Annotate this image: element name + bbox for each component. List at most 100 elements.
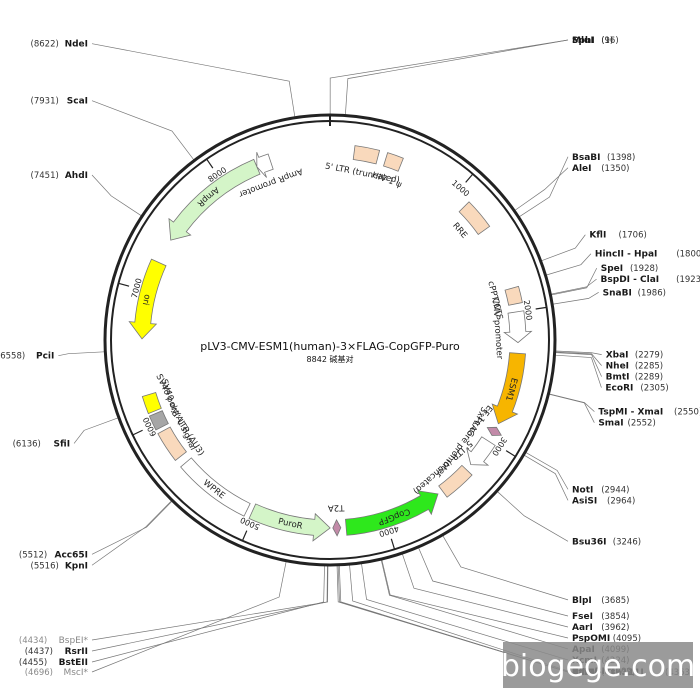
site-name-ndei: NdeI <box>65 40 88 50</box>
feature-ori-16 <box>128 258 167 340</box>
site-name-aari: AarI <box>572 623 593 633</box>
site-pos-fsei: (3854) <box>601 612 629 622</box>
feature-rre-2 <box>458 201 491 236</box>
site-leader-blpi <box>442 535 569 601</box>
site-leader-sphi <box>345 39 569 115</box>
feature-cmv-promoter-4 <box>503 310 533 344</box>
site-leader-ahdi <box>91 174 142 216</box>
site-pos-noti: (2944) <box>601 485 629 495</box>
site-name-ahdi: AhdI <box>65 171 88 181</box>
site-name-alei: AleI <box>572 164 592 174</box>
site-leader-bmgbi <box>349 565 569 672</box>
tick-mark-7000 <box>118 282 130 287</box>
site-leader-pspomi <box>381 559 569 639</box>
site-leader-kpni <box>91 500 172 566</box>
site-name-bmti: BmtI <box>606 373 630 383</box>
site-pos-rsrii: (4437) <box>25 647 53 657</box>
site-leader-pcii <box>58 351 105 357</box>
site-leader-scai <box>91 100 194 160</box>
site-name-blpi: BlpI <box>572 596 592 606</box>
feature-t2a-10 <box>332 518 342 537</box>
feature-3xflag-6 <box>486 426 502 436</box>
site-pos-kpni: (5516) <box>31 561 59 571</box>
site-name-sfii: SfiI <box>54 439 71 449</box>
feature-sv40-poly-a-signal-14 <box>148 410 169 431</box>
site-leader-bsteii <box>91 565 325 663</box>
site-name-bsteii: BstEII <box>59 658 88 668</box>
feature-sv40-ori-15 <box>141 391 162 415</box>
site-pos-acc65i: (5512) <box>19 550 47 560</box>
feature-5-ltr-truncated-0 <box>352 145 381 165</box>
site-leader-nhei <box>555 351 602 366</box>
feature-label-ori-16: ori <box>140 293 152 306</box>
tick-mark-1000 <box>465 173 474 183</box>
site-pos-bsabi: (1398) <box>607 153 635 163</box>
site-name-hincii-hpai: HincII - HpaI <box>595 250 657 260</box>
site-pos-spei: (1928) <box>630 264 658 274</box>
site-name-msci: MscI* <box>63 668 88 678</box>
site-pos-pspomi: (4095) <box>613 634 641 644</box>
site-leader-acc65i <box>91 501 173 555</box>
site-leader-kfli <box>541 234 586 262</box>
feature-ampr-17 <box>168 158 261 241</box>
site-leader-snabi <box>553 292 599 305</box>
site-leader-noti <box>525 452 569 490</box>
site-pos-bspdi-clai: (1923) <box>676 275 700 285</box>
feature-puror-11 <box>248 503 331 542</box>
feature-3-ltr-u3-13 <box>157 426 187 462</box>
site-leader-bspdi-clai <box>551 278 597 295</box>
site-pos-alei: (1350) <box>601 164 629 174</box>
site-name-sphi: SphI <box>572 36 595 46</box>
site-pos-pcii: (6558) <box>0 352 25 362</box>
site-name-rsrii: RsrII <box>65 647 88 657</box>
site-pos-nhei: (2285) <box>635 362 663 372</box>
site-name-ecori: EcoRI <box>605 384 633 394</box>
site-pos-xbai: (2279) <box>635 351 663 361</box>
site-leader-msci <box>91 561 287 673</box>
site-pos-blpi: (3685) <box>601 596 629 606</box>
site-pos-bsteii: (4455) <box>19 658 47 668</box>
site-leader-spei <box>551 267 598 296</box>
site-leader-bsabi <box>519 156 569 217</box>
site-leader-bsu36i <box>497 491 569 542</box>
site-name-noti: NotI <box>572 485 593 495</box>
tick-mark-3000 <box>505 450 516 458</box>
site-pos-bmti: (2289) <box>635 373 663 383</box>
site-leader-rsrii <box>91 565 328 652</box>
site-leader-smai <box>549 393 595 423</box>
site-name-acc65i: Acc65I <box>54 550 88 560</box>
site-leader-fsei <box>418 547 569 617</box>
site-pos-tspmi-xmai: (2550) <box>674 408 700 418</box>
site-leader-bmti <box>555 352 602 377</box>
site-pos-kfli: (1706) <box>619 231 647 241</box>
site-pos-ndei: (8622) <box>31 40 59 50</box>
site-name-scai: ScaI <box>67 97 88 107</box>
site-leader-hincii-hpai <box>546 253 592 276</box>
site-name-pcii: PciI <box>36 352 54 362</box>
feature-ef-1-core-promoter-7 <box>466 436 496 466</box>
site-name-fsei: FseI <box>572 612 593 622</box>
tick-label-2000: 2000 <box>522 299 534 320</box>
tick-mark-8000 <box>206 158 214 169</box>
watermark-bg <box>503 642 693 688</box>
site-leader-apai <box>380 560 569 650</box>
site-pos-scai: (7931) <box>31 97 59 107</box>
feature-label-cmv-promoter-4: CMV promoter <box>490 298 504 360</box>
site-leader-bspei <box>91 565 329 641</box>
site-pos-sphi: (96) <box>601 36 618 46</box>
feature-cppt-cts-3 <box>504 285 523 306</box>
site-name-pspomi: PspOMI <box>572 634 610 644</box>
feature-5-ltr-truncated-8 <box>438 464 473 498</box>
feature-hiv-1-1 <box>383 152 404 172</box>
site-name-asisi: AsiSI <box>572 496 597 506</box>
site-leader-ecori <box>555 354 602 388</box>
site-pos-asisi: (2964) <box>607 496 635 506</box>
site-pos-mlui: (1) <box>601 36 613 46</box>
tick-mark-4000 <box>390 538 396 550</box>
site-name-mlui: MluI <box>572 36 594 46</box>
site-pos-smai: (2552) <box>628 419 656 429</box>
site-name-bsabi: BsaBI <box>572 153 601 163</box>
site-leader-ndei <box>91 43 296 117</box>
feature-ampr-promoter-18 <box>256 152 274 178</box>
